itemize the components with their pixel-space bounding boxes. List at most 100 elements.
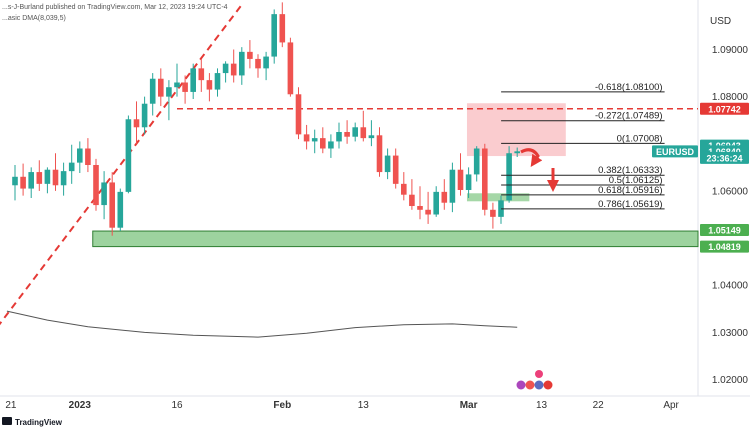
small-support-zone xyxy=(466,193,530,202)
price-badge-label: 1.05149 xyxy=(708,226,741,236)
economic-event-icons[interactable] xyxy=(516,370,553,390)
candle xyxy=(457,169,464,190)
price-badge-label: 1.07742 xyxy=(708,104,741,114)
candle xyxy=(328,141,334,149)
candle xyxy=(392,155,399,184)
fib-level-label: 0.5(1.06125) xyxy=(609,175,663,186)
candle xyxy=(190,68,196,92)
candle xyxy=(352,127,358,137)
price-badge-label: 23:36:24 xyxy=(706,153,742,163)
candle xyxy=(368,135,375,139)
footer-brand-text: TradingView xyxy=(15,418,63,427)
candle xyxy=(401,183,407,195)
candle xyxy=(214,73,221,90)
candle xyxy=(279,14,286,43)
candle xyxy=(166,87,172,97)
event-flag-icon[interactable] xyxy=(535,370,543,378)
candle xyxy=(490,209,496,217)
symbol-badge xyxy=(652,145,698,158)
candle xyxy=(12,176,18,186)
price-tick-label: 1.09000 xyxy=(712,45,749,56)
price-badge-label: 1.06840 xyxy=(708,147,741,157)
candle xyxy=(93,165,99,206)
candle xyxy=(287,42,294,95)
candle xyxy=(417,206,423,210)
candle xyxy=(117,191,124,228)
event-flag-icon[interactable] xyxy=(525,380,535,390)
candle xyxy=(36,172,43,184)
time-tick-label: 21 xyxy=(5,400,17,411)
price-badge xyxy=(700,151,749,164)
candle xyxy=(514,151,520,154)
candle xyxy=(295,94,302,135)
resistance-zone xyxy=(466,103,566,157)
candle xyxy=(449,169,456,203)
fib-level-label: 0.382(1.06333) xyxy=(598,165,662,176)
candle xyxy=(239,51,245,76)
curved-arrow-annotation xyxy=(520,148,543,167)
price-tick-label: 1.06000 xyxy=(712,186,749,197)
candle xyxy=(263,56,269,69)
tradingview-logo: TradingView xyxy=(2,417,63,427)
currency-label: USD xyxy=(710,16,731,27)
candle xyxy=(68,162,75,172)
event-flag-icon[interactable] xyxy=(516,380,526,390)
candle xyxy=(20,176,26,189)
candle xyxy=(498,200,504,217)
time-axis[interactable]: 21 2023 16 Feb 13 Mar 13 22 Apr xyxy=(5,400,679,411)
candle xyxy=(198,68,205,81)
candle xyxy=(206,80,213,90)
time-tick-label: Feb xyxy=(273,400,291,411)
price-tick-label: 1.03000 xyxy=(712,328,749,339)
candle xyxy=(133,119,140,128)
fib-level-label: 0.786(1.05619) xyxy=(598,199,662,210)
candle xyxy=(230,63,237,76)
candle xyxy=(433,191,439,215)
candle xyxy=(425,209,431,215)
candle xyxy=(247,51,253,59)
candle xyxy=(320,138,326,149)
candle xyxy=(149,78,156,104)
fib-level-label: 0(1.07008) xyxy=(617,133,663,144)
indicator-label: ...asic DMA(8,039,5) xyxy=(2,15,66,22)
candle xyxy=(44,169,51,184)
price-badge xyxy=(700,102,749,115)
event-flag-icon[interactable] xyxy=(534,380,544,390)
price-badge xyxy=(700,240,749,253)
time-tick-label: 13 xyxy=(536,400,548,411)
candle xyxy=(222,63,229,74)
candle xyxy=(52,169,59,186)
price-axis[interactable]: 1.02000 1.03000 1.04000 1.06000 1.08000 1.090… xyxy=(712,45,749,386)
price-tick-label: 1.04000 xyxy=(712,281,749,292)
event-flag-icon[interactable] xyxy=(543,380,553,390)
time-tick-label: 13 xyxy=(358,400,370,411)
trendline xyxy=(0,4,243,326)
candle xyxy=(182,82,188,92)
candle xyxy=(174,82,180,88)
candle xyxy=(60,171,67,186)
candles-layer xyxy=(12,2,520,236)
candle xyxy=(482,148,488,210)
fib-level-label: -0.272(1.07489) xyxy=(595,111,663,122)
candle xyxy=(101,182,107,206)
candle xyxy=(473,148,480,175)
time-tick-label: 16 xyxy=(171,400,183,411)
price-badge xyxy=(700,224,749,237)
candle xyxy=(158,78,164,97)
candle xyxy=(28,172,34,189)
lines-layer xyxy=(0,4,698,338)
candle xyxy=(506,153,512,201)
publisher-line: ...s-J-Burland published on TradingView.… xyxy=(2,4,228,11)
tradingview-logo-icon xyxy=(2,417,12,425)
candle xyxy=(109,182,115,228)
candle xyxy=(344,132,350,137)
candle xyxy=(360,127,367,139)
time-tick-label: Mar xyxy=(460,400,478,411)
time-tick-label: 22 xyxy=(593,400,605,411)
candle xyxy=(255,58,261,69)
candle xyxy=(303,134,310,142)
dma-line xyxy=(6,310,518,338)
candle xyxy=(376,135,383,173)
candle xyxy=(77,148,83,163)
